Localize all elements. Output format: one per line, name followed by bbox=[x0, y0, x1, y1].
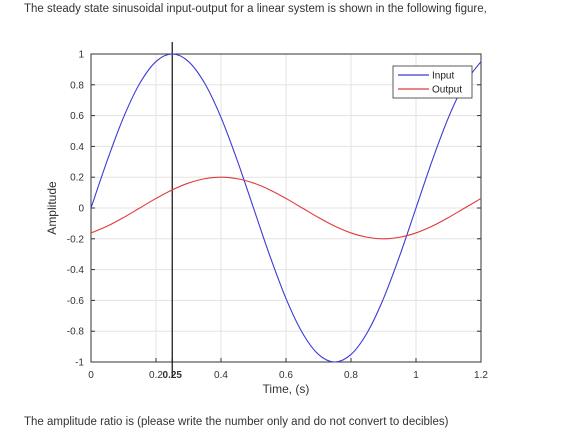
y-tick-label: -1 bbox=[75, 358, 84, 369]
answer-prompt-text: The amplitude ratio is (please write the… bbox=[24, 416, 449, 428]
x-tick-label: 0 bbox=[88, 370, 94, 381]
y-tick-label: 0.4 bbox=[70, 142, 84, 153]
x-axis-label: Time, (s) bbox=[263, 382, 310, 396]
legend: Input Output bbox=[392, 65, 473, 99]
question-text: The steady state sinusoidal input-output… bbox=[24, 3, 487, 15]
grid-lines bbox=[90, 53, 482, 363]
series-lines bbox=[90, 53, 482, 363]
y-axis-label: Amplitude bbox=[45, 181, 59, 235]
x-tick-label: 0.2 bbox=[149, 370, 163, 381]
y-tick-label: 1 bbox=[78, 50, 84, 61]
y-tick-label: 0.8 bbox=[70, 80, 84, 91]
series-line-output bbox=[90, 176, 482, 240]
x-tick-label: 0.4 bbox=[214, 370, 228, 381]
legend-box bbox=[392, 65, 473, 99]
x-tick-label: 1 bbox=[413, 370, 419, 381]
series-line-input bbox=[90, 53, 482, 363]
legend-label-output: Output bbox=[432, 85, 462, 96]
y-tick-label: -0.4 bbox=[67, 265, 85, 276]
axis-ticks: 0 0.2 0.25 0.4 0.6 0.8 1 1.210.80.60.40.20-0.2-… bbox=[67, 50, 489, 382]
x-tick-label: 1.2 bbox=[474, 370, 488, 381]
y-tick-label: 0.2 bbox=[70, 173, 84, 184]
y-tick-label: 0 bbox=[78, 204, 84, 215]
x-tick-label: 0.8 bbox=[344, 370, 358, 381]
y-tick-label: 0.6 bbox=[70, 111, 84, 122]
y-tick-label: -0.2 bbox=[67, 234, 85, 245]
legend-label-input: Input bbox=[432, 71, 454, 82]
y-tick-label: -0.6 bbox=[67, 296, 85, 307]
x-tick-label: 0.6 bbox=[279, 370, 293, 381]
y-tick-label: -0.8 bbox=[67, 327, 85, 338]
